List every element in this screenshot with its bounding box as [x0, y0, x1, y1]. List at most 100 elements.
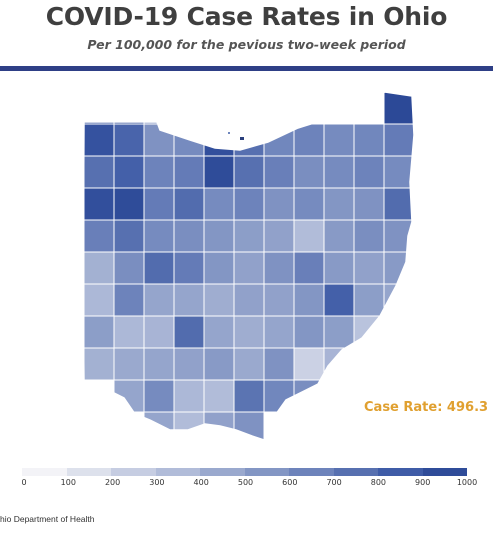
legend-tick-labels: 0 100 200 300 400 500 600 700 800 900 1000 — [0, 478, 493, 492]
county-cell — [293, 315, 325, 349]
county-cell — [143, 411, 175, 440]
county-cell — [263, 347, 295, 381]
legend-tick: 700 — [326, 478, 342, 487]
county-cell — [263, 315, 295, 349]
county-cell — [83, 347, 115, 381]
legend-swatch — [200, 468, 245, 476]
county-cell — [203, 187, 235, 221]
county-cell — [233, 219, 265, 253]
county-cell — [233, 379, 265, 413]
county-cell — [83, 219, 115, 253]
source-credit: hio Department of Health — [0, 514, 95, 524]
county-cell — [323, 187, 355, 221]
county-cell — [323, 219, 355, 253]
county-cell — [293, 283, 325, 317]
county-cell — [293, 219, 325, 253]
legend-swatch — [378, 468, 423, 476]
county-cell — [113, 347, 145, 381]
county-cell — [83, 251, 115, 285]
legend-tick: 300 — [149, 478, 165, 487]
county-cell — [203, 379, 235, 413]
county-cell — [293, 187, 325, 221]
county-cell — [233, 92, 265, 125]
legend-tick: 0 — [21, 478, 27, 487]
legend-swatch — [244, 468, 289, 476]
legend-swatch — [422, 468, 467, 476]
county-cell — [323, 155, 355, 189]
county-cell — [203, 283, 235, 317]
county-cell — [173, 251, 205, 285]
county-cell — [233, 155, 265, 189]
county-cell — [353, 251, 385, 285]
county-cell — [113, 315, 145, 349]
legend-swatch — [333, 468, 378, 476]
legend-tick: 200 — [104, 478, 121, 487]
legend-tick: 500 — [237, 478, 254, 487]
county-cell — [323, 123, 355, 157]
legend-tick: 600 — [282, 478, 298, 487]
county-cell — [143, 315, 175, 349]
county-cell — [203, 92, 235, 125]
county-cell — [383, 315, 414, 349]
county-cell — [143, 283, 175, 317]
lake-erie-island — [228, 132, 230, 134]
county-cell — [203, 251, 235, 285]
county-cell — [83, 283, 115, 317]
county-cell — [233, 187, 265, 221]
legend-tick: 800 — [370, 478, 387, 487]
county-cell — [173, 347, 205, 381]
color-scale-legend — [22, 468, 467, 476]
county-cell — [203, 219, 235, 253]
county-cell — [323, 283, 355, 317]
county-cell — [353, 315, 385, 349]
legend-tick: 100 — [60, 478, 76, 487]
county-cell — [143, 347, 175, 381]
legend-swatch — [111, 468, 156, 476]
ohio-outline — [82, 91, 415, 441]
page-subtitle: Per 100,000 for the pevious two-week per… — [87, 37, 406, 52]
county-cell — [263, 187, 295, 221]
legend-swatch — [66, 468, 111, 476]
county-cell — [173, 411, 205, 440]
county-cell — [353, 155, 385, 189]
county-cell — [173, 219, 205, 253]
county-cell — [203, 123, 235, 157]
county-cell — [383, 92, 414, 125]
county-cell — [353, 123, 385, 157]
county-cell — [233, 283, 265, 317]
county-cell — [83, 315, 115, 349]
county-cell — [293, 123, 325, 157]
county-cell — [263, 219, 295, 253]
county-cell — [113, 187, 145, 221]
county-cell — [143, 379, 175, 413]
county-cell — [323, 251, 355, 285]
county-cell — [113, 251, 145, 285]
county-cell — [263, 155, 295, 189]
county-cell — [263, 251, 295, 285]
county-cell — [83, 187, 115, 221]
county-cell — [173, 379, 205, 413]
county-cell — [173, 283, 205, 317]
county-cell — [143, 155, 175, 189]
county-cell — [83, 92, 115, 125]
county-cell — [293, 251, 325, 285]
legend-swatch — [22, 468, 67, 476]
legend-swatch — [289, 468, 334, 476]
county-cell — [353, 347, 385, 381]
county-cell — [173, 92, 205, 125]
county-cell — [293, 379, 325, 413]
county-cell — [233, 251, 265, 285]
county-cell — [263, 123, 295, 157]
county-cell — [383, 219, 414, 253]
county-cell — [173, 315, 205, 349]
county-cell — [383, 123, 414, 157]
county-cell — [353, 187, 385, 221]
county-cell — [293, 155, 325, 189]
county-cell — [143, 187, 175, 221]
county-cell — [323, 315, 355, 349]
county-cell — [143, 251, 175, 285]
county-cell — [113, 283, 145, 317]
county-cell — [113, 219, 145, 253]
county-cell — [173, 155, 205, 189]
